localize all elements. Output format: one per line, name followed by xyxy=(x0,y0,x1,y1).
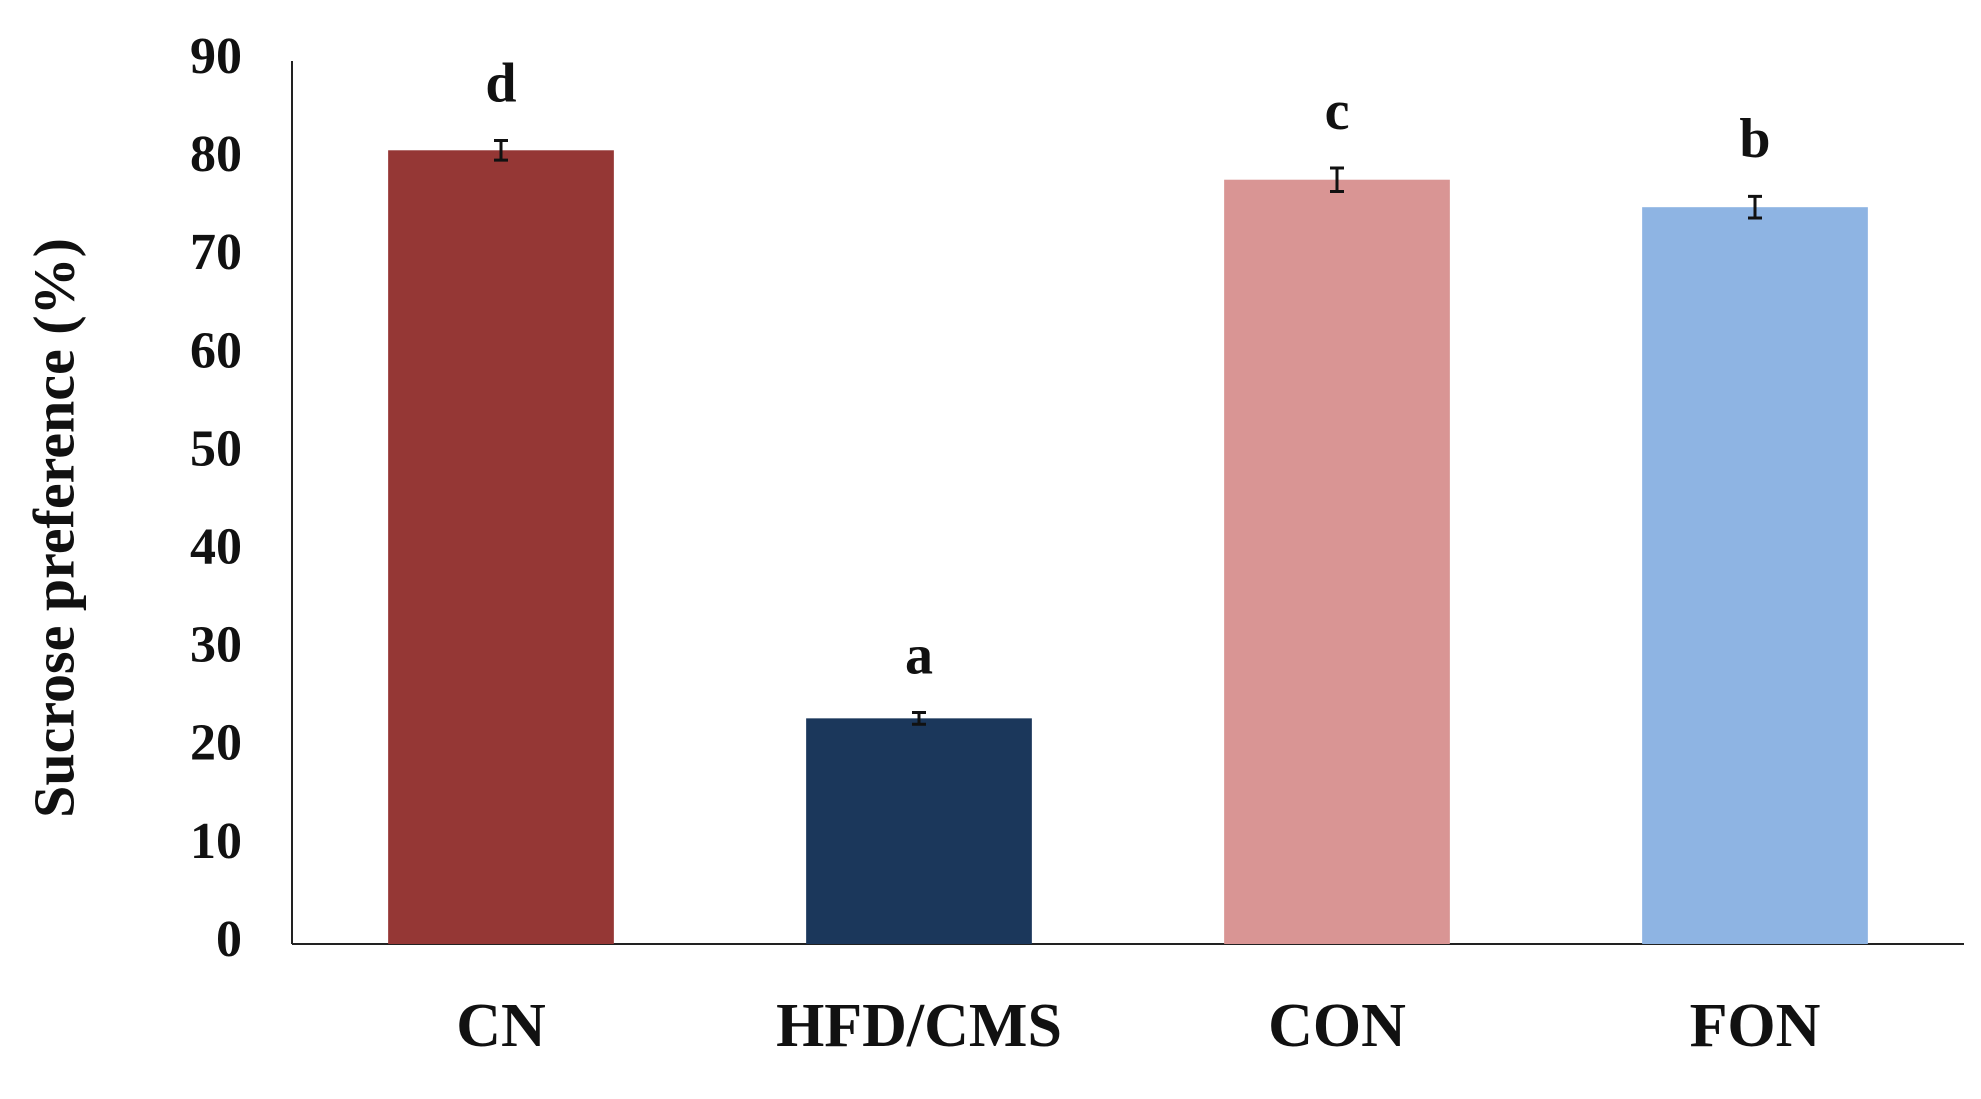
y-tick-label: 90 xyxy=(190,28,242,85)
error-bar xyxy=(494,138,508,162)
y-tick-label: 20 xyxy=(190,715,242,772)
x-tick-label: FON xyxy=(1690,992,1821,1060)
y-tick-label: 50 xyxy=(190,420,242,477)
y-tick-label: 70 xyxy=(190,224,242,281)
error-bar xyxy=(1330,166,1344,193)
x-tick-label: CN xyxy=(456,992,546,1060)
significance-letter: c xyxy=(1325,80,1350,142)
significance-letter: a xyxy=(905,624,933,686)
y-tick-label: 10 xyxy=(190,813,242,870)
bar xyxy=(388,150,614,944)
y-tick-label: 0 xyxy=(216,911,242,968)
y-tick-label: 80 xyxy=(190,126,242,183)
y-tick-label: 40 xyxy=(190,518,242,575)
bar xyxy=(806,718,1032,944)
significance-letter: d xyxy=(485,52,516,114)
error-bar xyxy=(1748,194,1762,220)
y-axis-label: Sucrose preference (%) xyxy=(21,238,86,818)
y-tick-label: 30 xyxy=(190,617,242,674)
x-tick-label: HFD/CMS xyxy=(776,992,1062,1060)
bar xyxy=(1224,179,1450,944)
y-tick-label: 60 xyxy=(190,322,242,379)
error-bar xyxy=(912,710,926,726)
significance-letter: b xyxy=(1739,108,1770,170)
bar xyxy=(1642,207,1868,945)
x-tick-label: CON xyxy=(1268,992,1406,1060)
